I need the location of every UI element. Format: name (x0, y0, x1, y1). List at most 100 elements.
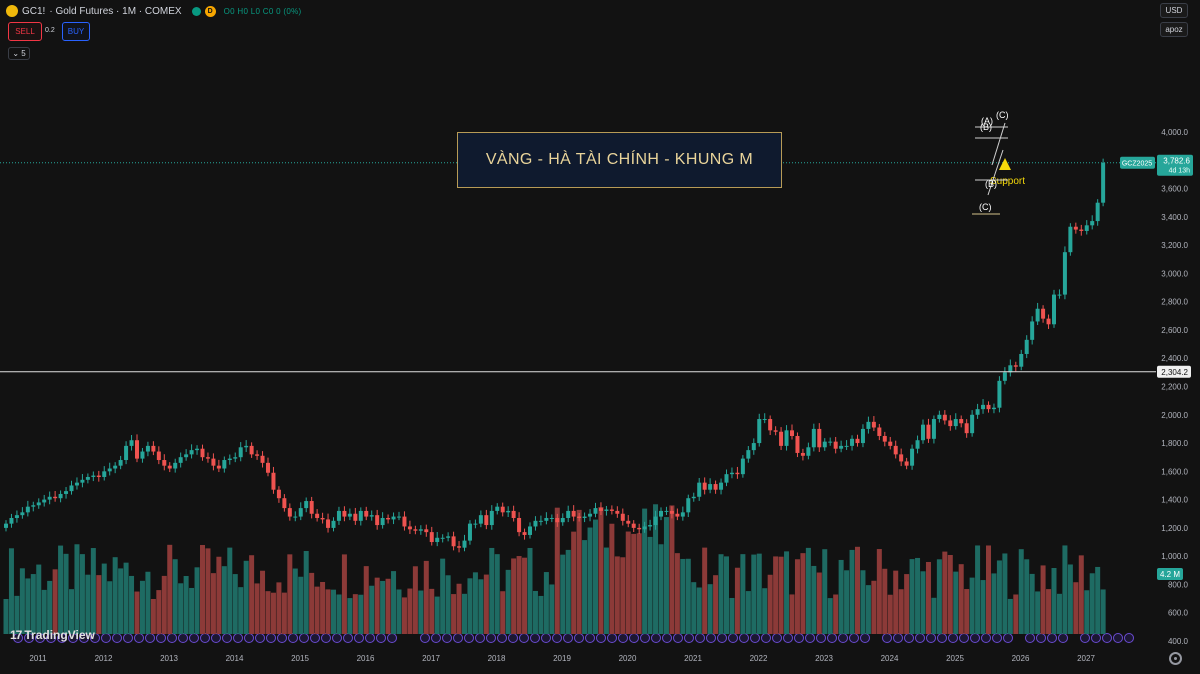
candle-body (915, 440, 920, 449)
candle-body (833, 441, 838, 449)
candle-body (495, 506, 500, 511)
event-marker (937, 633, 947, 643)
candle-body (877, 427, 882, 436)
candle-body (260, 455, 265, 463)
candle-body (184, 454, 189, 458)
volume-bar (816, 572, 822, 634)
symbol-header[interactable]: GC1! · Gold Futures · 1M · COMEX D O0 H0… (6, 3, 301, 19)
event-marker (662, 633, 672, 643)
candle-body (740, 458, 745, 475)
candle-body (429, 532, 434, 543)
volume-bar (358, 594, 364, 634)
candle-body (135, 440, 139, 459)
volume-bar (876, 549, 882, 634)
candle-body (871, 421, 876, 428)
candle-body (811, 428, 816, 448)
volume-bar (41, 589, 47, 634)
candle-body (386, 517, 391, 520)
event-marker (717, 633, 727, 643)
event-marker (959, 633, 969, 643)
candle-body (102, 471, 107, 477)
event-marker (277, 633, 287, 643)
event-marker (156, 633, 166, 643)
candle-body (544, 517, 549, 521)
volume-bar (565, 549, 571, 634)
candle-body (757, 419, 762, 444)
volume-bar (549, 584, 555, 634)
event-marker (376, 633, 386, 643)
event-marker (1025, 633, 1035, 643)
candle-body (47, 496, 52, 500)
y-tick-label: 1,800.0 (1161, 439, 1188, 448)
volume-bar (647, 536, 653, 634)
candle-body (882, 435, 887, 442)
event-marker (1091, 633, 1101, 643)
event-marker (860, 633, 870, 643)
volume-bar (713, 575, 719, 634)
volume-bar (451, 594, 457, 634)
volume-bar (1062, 545, 1068, 634)
candle-body (822, 441, 827, 448)
candle-body (609, 509, 614, 511)
candle-body (58, 493, 63, 499)
volume-bar (1067, 564, 1073, 634)
candle-body (790, 430, 794, 436)
currency-selector[interactable]: USD (1160, 3, 1188, 18)
candle-body (577, 516, 582, 518)
candle-body (31, 505, 36, 507)
volume-bar (232, 574, 238, 634)
volume-bar (593, 519, 598, 634)
collapse-indicators-button[interactable]: ⌄ 5 (8, 47, 30, 60)
volume-bar (314, 586, 320, 634)
candle-body (413, 529, 418, 531)
candle-body (298, 508, 303, 517)
volume-bar (986, 545, 991, 634)
volume-bar (249, 555, 255, 634)
candle-body (326, 519, 331, 528)
indicator-badge[interactable]: D (204, 5, 216, 17)
buy-button[interactable]: BUY (62, 22, 90, 41)
symbol-name[interactable]: GC1! (22, 5, 46, 17)
volume-bar (281, 592, 287, 634)
volume-bar (587, 527, 593, 634)
event-marker (739, 633, 749, 643)
candle-body (500, 506, 505, 513)
volume-bar (865, 585, 871, 634)
event-marker (1102, 633, 1112, 643)
candle-body (511, 510, 516, 518)
volume-bar (996, 560, 1002, 634)
chart-title-annotation[interactable]: VÀNG - HÀ TÀI CHÍNH - KHUNG M (457, 132, 782, 188)
gear-icon[interactable] (1169, 652, 1182, 665)
scale-selector[interactable]: apoz (1160, 22, 1188, 37)
sell-button[interactable]: SELL (8, 22, 42, 41)
candle-body (970, 414, 975, 434)
volume-bar (47, 580, 53, 634)
volume-bar (724, 556, 729, 634)
volume-bar (167, 544, 173, 634)
candle-body (473, 523, 478, 525)
event-marker (1058, 633, 1068, 643)
spread-value: 0.2 (45, 27, 55, 34)
candle-body (959, 419, 964, 424)
event-marker (882, 633, 892, 643)
volume-bar (582, 540, 588, 634)
candle-body (620, 513, 625, 521)
volume-bar (1018, 549, 1024, 634)
time-axis: 2011 2012 2013 2014 2015 2016 2017 2018 2019 2020… (29, 654, 1095, 663)
candle-body (1008, 365, 1013, 373)
candle-body (358, 510, 363, 521)
candle-body (145, 445, 150, 452)
volume-bar (74, 544, 80, 634)
x-tick-label: 2014 (226, 654, 244, 663)
volume-bar (19, 568, 25, 634)
volume-bar (183, 576, 189, 634)
tradingview-logo[interactable]: 17 TradingView (10, 628, 95, 642)
volume-bar (920, 571, 926, 634)
volume-bar (1024, 559, 1030, 634)
event-marker (233, 633, 243, 643)
event-marker (486, 633, 496, 643)
volume-bar (975, 545, 981, 634)
event-marker (222, 633, 232, 643)
